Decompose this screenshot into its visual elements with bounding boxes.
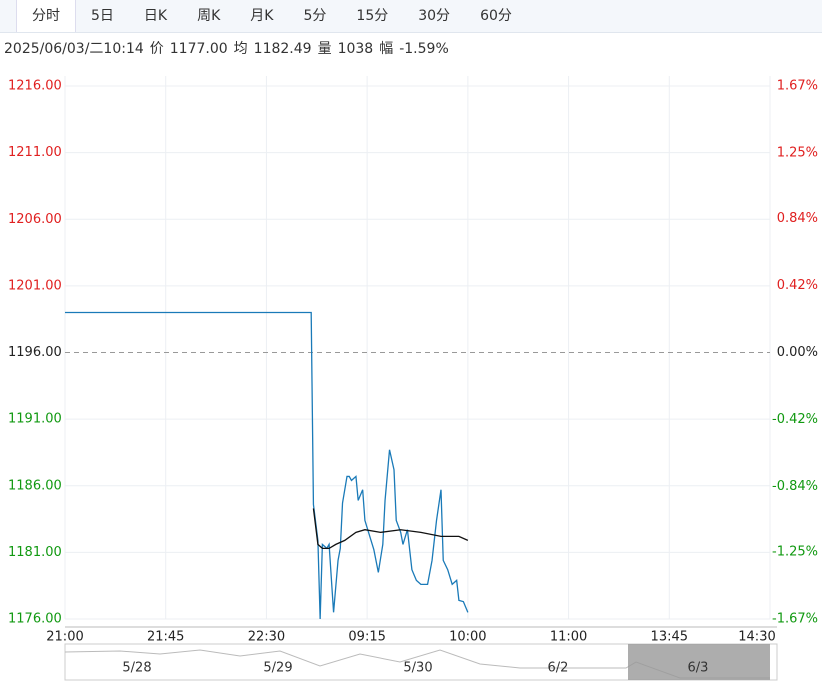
info-value: -1.59% (399, 41, 449, 57)
tab[interactable]: 日K (143, 8, 168, 24)
y2-tick-label: 0.42% (777, 278, 818, 293)
navigator-window[interactable] (628, 644, 770, 680)
info-label: 均 (233, 41, 248, 57)
navigator-label: 5/30 (403, 661, 432, 676)
y2-tick-label: -1.67% (772, 612, 818, 627)
y2-tick-label: -0.42% (772, 412, 818, 427)
tab[interactable]: 60分 (480, 8, 512, 24)
info-label: 幅 (379, 41, 394, 57)
y-tick-label: 1201.00 (8, 278, 62, 293)
tab[interactable]: 30分 (418, 8, 451, 24)
info-time: 2025/06/03/二10:14 (4, 41, 144, 57)
price-line (312, 508, 469, 550)
tab[interactable]: 15分 (356, 8, 389, 24)
tab-bar: 分时 5日 日K 周K 月K 5分 15分 30分 60分 (0, 0, 822, 33)
x-tick-label: 14:30 (738, 630, 775, 645)
y2-tick-label: -0.84% (772, 479, 818, 494)
y2-tick-label: -1.25% (772, 544, 818, 559)
y-tick-label: 1181.00 (8, 545, 62, 560)
navigator-label: 5/29 (263, 661, 292, 676)
y-tick-label: 1176.00 (8, 612, 62, 627)
chart: 21:00 21:45 22:30 09:15 10:00 11:00 13:45 14:30… (8, 76, 818, 681)
x-tick-label: 13:45 (651, 630, 688, 645)
tab[interactable]: 5日 (91, 8, 114, 24)
info-label: 量 (317, 41, 332, 57)
x-tick-label: 09:15 (348, 630, 385, 645)
price-line (65, 311, 469, 620)
info-bar: 2025/06/03/二10:14 价 1177.00 均 1182.49 量 1038 幅 -… (0, 33, 822, 65)
y-tick-label: 1206.00 (8, 212, 62, 227)
x-tick-label: 10:00 (449, 630, 486, 645)
navigator-label: 5/28 (122, 661, 151, 676)
y-tick-label: 1186.00 (8, 478, 62, 493)
y2-tick-label: 1.25% (777, 146, 818, 161)
y2-tick-label: 0.84% (777, 211, 818, 226)
info-label: 价 (149, 41, 164, 57)
y-tick-label: 1191.00 (8, 412, 62, 427)
x-tick-label: 21:45 (147, 630, 184, 645)
navigator-label: 6/2 (548, 661, 569, 676)
x-tick-label: 11:00 (550, 630, 587, 645)
y2-tick-label: 0.00% (777, 345, 818, 360)
navigator-label: 6/3 (688, 661, 709, 676)
y2-tick-label: 1.67% (777, 79, 818, 94)
info-value: 1177.00 (169, 41, 228, 57)
info-value: 1038 (337, 41, 374, 57)
x-tick-label: 22:30 (248, 630, 285, 645)
tab[interactable]: 周K (197, 8, 221, 24)
x-tick-label: 21:00 (46, 630, 83, 645)
info-value: 1182.49 (253, 41, 312, 57)
tab[interactable]: 5分 (303, 8, 327, 24)
tab[interactable]: 分时 (16, 0, 76, 32)
y-tick-label: 1196.00 (8, 345, 62, 360)
y-tick-label: 1211.00 (8, 145, 62, 160)
y-tick-label: 1216.00 (8, 79, 62, 94)
tab[interactable]: 月K (250, 8, 274, 24)
